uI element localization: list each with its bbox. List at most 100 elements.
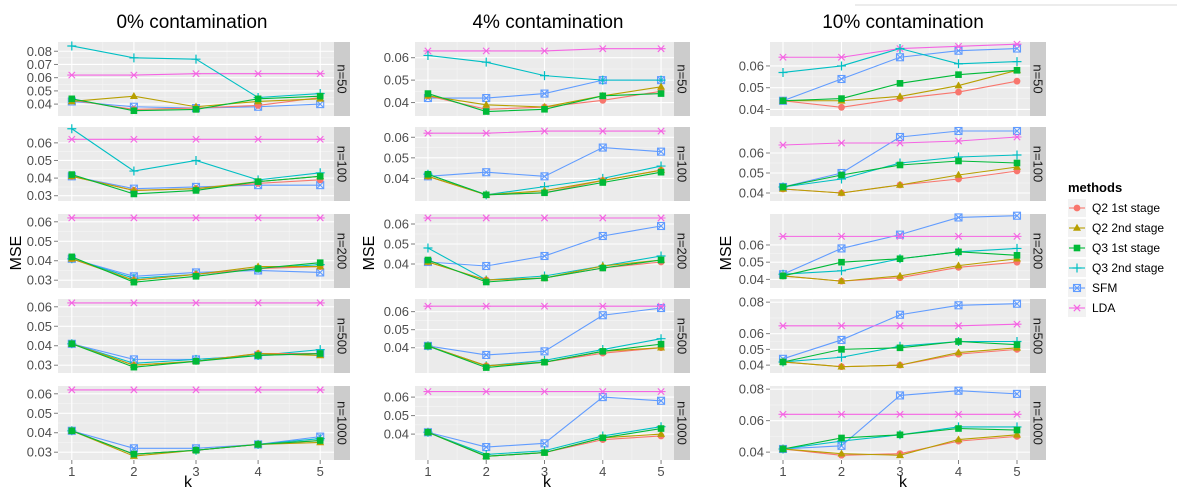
data-point <box>1013 426 1021 434</box>
data-point <box>191 155 201 165</box>
data-point <box>895 44 905 54</box>
data-point <box>778 410 788 418</box>
column-title-2: 10% contamination <box>822 12 984 33</box>
data-point <box>1013 430 1021 438</box>
y-tick-label: 0.06 <box>739 58 764 73</box>
legend-label-lda: LDA <box>1092 301 1115 315</box>
data-point <box>598 45 608 53</box>
legend-label-q2-2nd: Q2 2nd stage <box>1092 221 1164 235</box>
data-point <box>192 446 200 454</box>
data-point <box>540 302 549 310</box>
x-tick-label: 1 <box>779 464 786 479</box>
data-point <box>896 80 904 87</box>
y-tick-label: 0.04 <box>739 272 764 287</box>
facet-strip <box>334 42 350 116</box>
facet-strip-label: n=500 <box>675 318 690 355</box>
data-point <box>129 299 139 307</box>
data-point <box>253 70 263 78</box>
x-axis-title-2: k <box>899 474 908 491</box>
data-point <box>954 301 963 310</box>
data-point <box>895 391 905 400</box>
facet-strip-label: n=50 <box>1031 64 1046 93</box>
legend-key-marker <box>1073 204 1081 212</box>
facet-strip <box>674 299 690 373</box>
data-point <box>1012 320 1022 328</box>
facet-strip <box>1030 127 1046 201</box>
legend-key-marker <box>1072 263 1082 273</box>
data-point <box>481 302 491 310</box>
data-point <box>1012 389 1022 398</box>
data-point <box>481 129 491 137</box>
data-point <box>1012 133 1022 141</box>
data-point <box>779 358 787 366</box>
y-tick-label: 0.05 <box>27 234 52 249</box>
data-point <box>1013 66 1021 74</box>
y-tick-label: 0.05 <box>384 150 409 165</box>
data-point <box>1012 211 1022 220</box>
data-point <box>67 41 77 51</box>
data-point <box>599 434 607 442</box>
data-point <box>779 183 787 191</box>
data-point <box>896 180 904 188</box>
data-point <box>954 410 963 418</box>
data-point <box>778 141 788 149</box>
data-point <box>656 302 666 310</box>
y-tick-label: 0.06 <box>27 299 52 314</box>
data-point <box>656 396 666 405</box>
series-q3-1st-stage <box>68 340 324 371</box>
series-q3-1st-stage <box>68 253 324 286</box>
facet-strip <box>334 299 350 373</box>
data-point <box>598 302 608 310</box>
data-point <box>540 89 549 98</box>
data-point <box>1012 40 1022 48</box>
data-point <box>481 214 491 222</box>
data-point <box>954 232 963 240</box>
data-point <box>254 352 262 359</box>
data-point <box>540 347 549 356</box>
data-point <box>657 256 665 264</box>
data-point <box>954 170 963 178</box>
y-tick-label: 0.05 <box>739 255 764 270</box>
data-point <box>424 428 432 436</box>
y-tick-label: 0.05 <box>27 153 52 168</box>
data-point <box>68 253 76 261</box>
data-point <box>954 81 963 89</box>
x-tick-label: 3 <box>896 464 903 479</box>
data-point <box>192 273 200 280</box>
data-point <box>541 449 548 456</box>
facet-strip-label: n=1000 <box>335 401 350 445</box>
x-axis-title-0: k <box>184 474 193 491</box>
data-point <box>482 364 490 371</box>
data-point <box>837 266 846 276</box>
data-point <box>253 299 263 307</box>
data-point <box>598 311 607 320</box>
data-point <box>895 53 905 62</box>
data-point <box>599 92 607 100</box>
x-tick-label: 1 <box>68 464 75 479</box>
x-tick-label: 5 <box>1013 464 1020 479</box>
data-point <box>129 386 139 394</box>
x-tick-label: 1 <box>424 464 431 479</box>
series-lda <box>423 214 666 222</box>
data-point <box>316 92 324 100</box>
data-point <box>896 255 904 263</box>
y-tick-label: 0.05 <box>739 342 764 357</box>
data-point <box>423 302 433 310</box>
data-point <box>540 251 549 261</box>
data-point <box>1013 77 1021 85</box>
data-point <box>129 214 139 222</box>
data-point <box>129 135 139 143</box>
data-point <box>541 189 548 197</box>
data-point <box>955 425 962 432</box>
y-tick-label: 0.05 <box>384 73 409 88</box>
y-tick-label: 0.06 <box>739 326 764 341</box>
legend-key-1 <box>1068 219 1086 237</box>
data-point <box>955 88 962 96</box>
series-q3-1st-stage <box>424 90 665 115</box>
data-point <box>192 106 200 113</box>
facet-strip <box>1030 42 1046 116</box>
data-point <box>254 441 262 448</box>
panel-c0-r0: 0.040.050.060.070.08 n=50 <box>27 41 350 116</box>
data-point <box>896 451 904 459</box>
